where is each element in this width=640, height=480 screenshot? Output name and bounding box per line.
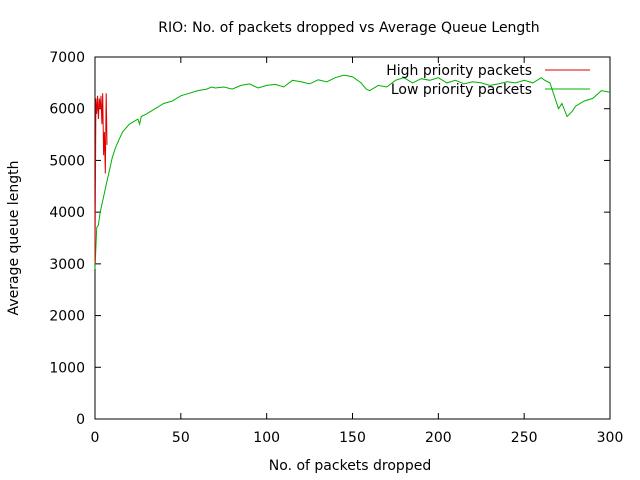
y-tick-label: 5000	[49, 153, 85, 169]
series-line-low-priority	[94, 74, 611, 270]
legend-label: High priority packets	[386, 63, 532, 79]
x-tick-label: 50	[172, 430, 190, 446]
y-tick-label: 4000	[49, 205, 85, 221]
x-tick-label: 0	[91, 430, 100, 446]
y-axis-label: Average queue length	[6, 161, 22, 316]
y-tick-label: 3000	[49, 257, 85, 273]
x-tick-label: 300	[597, 430, 624, 446]
x-tick-label: 200	[425, 430, 452, 446]
y-tick-label: 6000	[49, 102, 85, 118]
legend: High priority packets Low priority packet…	[386, 63, 590, 98]
plot-frame	[94, 56, 611, 420]
x-tick-label: 150	[339, 430, 366, 446]
x-tick-label: 100	[253, 430, 280, 446]
x-tick-label: 250	[511, 430, 538, 446]
legend-label: Low priority packets	[391, 82, 532, 98]
series-layer	[94, 74, 611, 270]
axis-ticks: 0 50 100 150 200 250 3000100020003000400050006…	[49, 50, 623, 446]
y-tick-label: 1000	[49, 360, 85, 376]
chart-title: RIO: No. of packets dropped vs Average Q…	[158, 20, 539, 36]
y-tick-label: 7000	[49, 50, 85, 66]
x-axis-label: No. of packets dropped	[269, 458, 431, 474]
y-tick-label: 0	[76, 412, 85, 428]
y-tick-label: 2000	[49, 309, 85, 325]
series-line-high-priority	[94, 93, 108, 264]
